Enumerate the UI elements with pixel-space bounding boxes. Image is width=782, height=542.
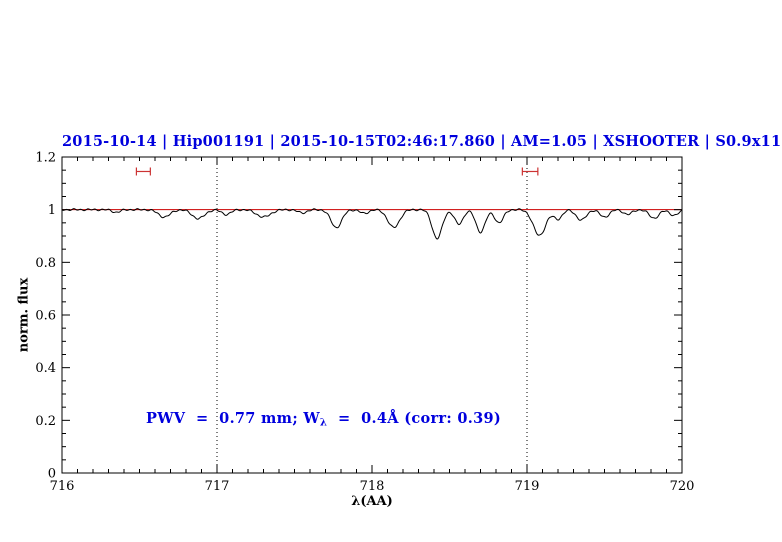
svg-text:718: 718 xyxy=(360,479,385,494)
svg-text:0.6: 0.6 xyxy=(35,309,56,324)
svg-text:0.4: 0.4 xyxy=(35,361,56,376)
svg-text:1: 1 xyxy=(48,203,56,218)
svg-text:720: 720 xyxy=(670,479,695,494)
svg-text:0.2: 0.2 xyxy=(35,414,56,429)
pwv-annotation-post: = 0.4Å (corr: 0.39) xyxy=(327,410,502,427)
svg-text:716: 716 xyxy=(50,479,75,494)
svg-text:0.8: 0.8 xyxy=(35,256,56,271)
pwv-annotation: PWV = 0.77 mm; Wλ = 0.4Å (corr: 0.39) xyxy=(146,410,501,429)
y-axis-label: norm. flux xyxy=(16,277,32,353)
plot-title: 2015-10-14 | Hip001191 | 2015-10-15T02:4… xyxy=(62,133,782,150)
pwv-annotation-pre: PWV = 0.77 mm; W xyxy=(146,410,320,427)
pwv-annotation-sub: λ xyxy=(319,416,328,429)
svg-text:1.2: 1.2 xyxy=(35,151,56,166)
svg-text:0: 0 xyxy=(48,467,56,482)
svg-text:717: 717 xyxy=(205,479,230,494)
x-axis-label: λ(AA) xyxy=(351,494,393,509)
svg-text:719: 719 xyxy=(515,479,540,494)
